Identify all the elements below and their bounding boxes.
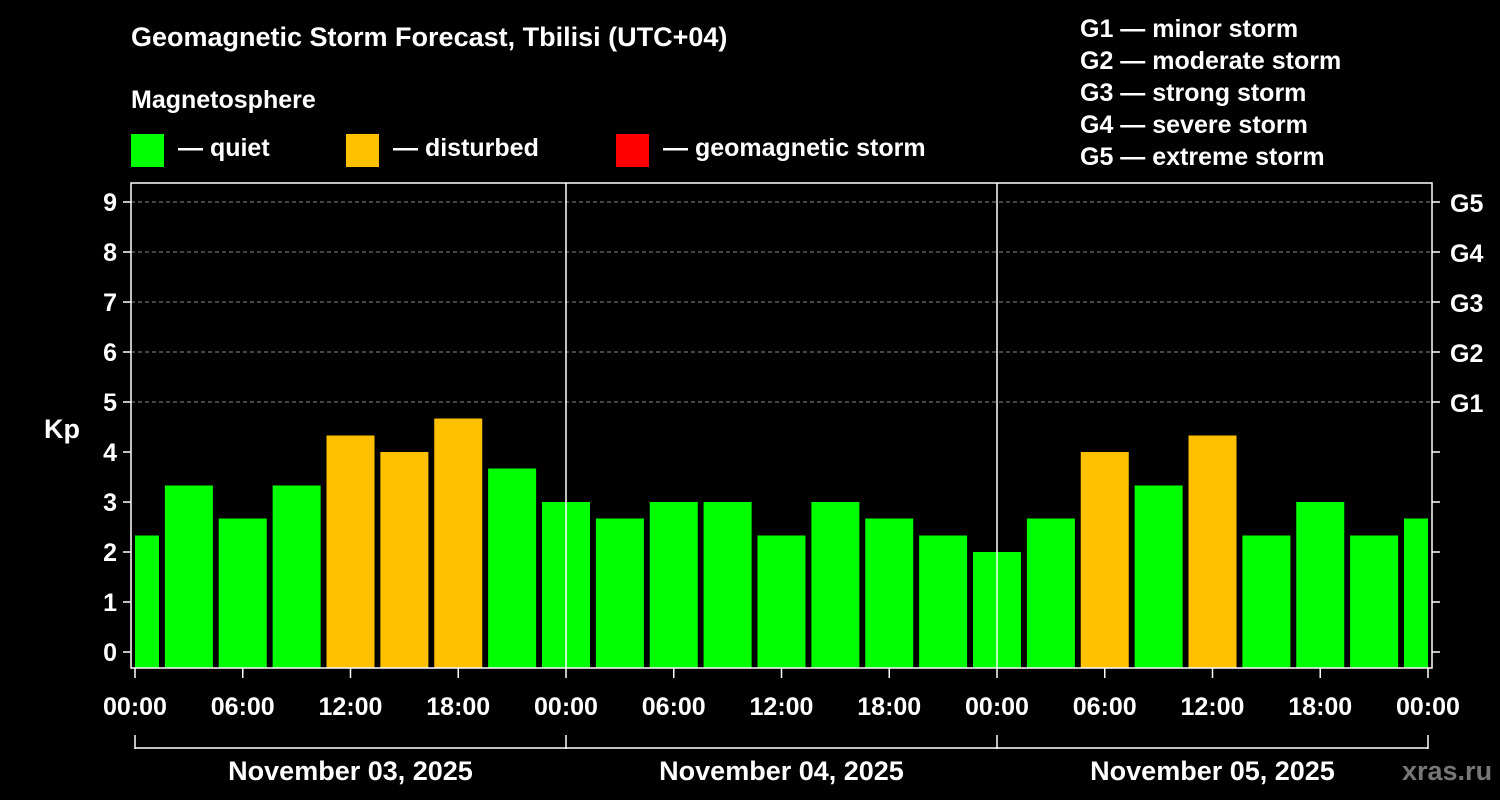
kp-bar [1242, 535, 1291, 668]
x-tick-label: 12:00 [750, 693, 814, 721]
y-tick-label: 3 [103, 489, 117, 517]
storm-level-g4: G4 — severe storm [1080, 111, 1308, 139]
legend-label-disturbed: — disturbed [393, 134, 539, 162]
kp-bar [380, 452, 429, 668]
x-tick-label: 00:00 [534, 693, 598, 721]
y-tick-label: 6 [103, 339, 117, 367]
kp-bar [757, 535, 806, 668]
y-axis-label: Kp [44, 414, 80, 444]
kp-bar [649, 502, 698, 668]
y-tick-label: 9 [103, 189, 117, 217]
storm-level-g1: G1 — minor storm [1080, 15, 1299, 43]
kp-bar [488, 468, 537, 668]
storm-level-tick-label: G3 [1450, 290, 1483, 318]
storm-level-tick-label: G1 [1450, 390, 1483, 418]
kp-bar [919, 535, 968, 668]
x-tick-label: 00:00 [103, 693, 167, 721]
day-label: November 04, 2025 [659, 756, 904, 786]
x-tick-label: 06:00 [1073, 693, 1137, 721]
kp-bar [703, 502, 752, 668]
y-tick-label: 2 [103, 539, 117, 567]
y-tick-label: 4 [103, 439, 117, 467]
kp-bar [1026, 518, 1075, 668]
kp-bar [218, 518, 267, 668]
legend-swatch-storm [616, 134, 649, 167]
x-tick-label: 18:00 [426, 693, 490, 721]
y-tick-label: 1 [103, 589, 117, 617]
kp-bar [865, 518, 914, 668]
x-tick-label: 18:00 [1288, 693, 1352, 721]
day-label: November 05, 2025 [1090, 756, 1335, 786]
y-tick-label: 0 [103, 639, 117, 667]
x-tick-label: 00:00 [1396, 693, 1460, 721]
day-label: November 03, 2025 [228, 756, 473, 786]
y-tick-label: 8 [103, 239, 117, 267]
kp-bar [164, 485, 213, 668]
legend-swatch-quiet [131, 134, 164, 167]
kp-bar [1080, 452, 1129, 668]
kp-bar [1404, 518, 1428, 668]
storm-level-tick-label: G5 [1450, 190, 1483, 218]
chart-subtitle: Magnetosphere [131, 86, 316, 114]
x-tick-label: 00:00 [965, 693, 1029, 721]
kp-bar [1350, 535, 1399, 668]
legend-label-storm: — geomagnetic storm [663, 134, 926, 162]
y-tick-label: 5 [103, 389, 117, 417]
watermark: xras.ru [1402, 756, 1493, 786]
kp-bar [595, 518, 644, 668]
storm-level-tick-label: G2 [1450, 340, 1483, 368]
kp-bar [272, 485, 321, 668]
chart-title: Geomagnetic Storm Forecast, Tbilisi (UTC… [131, 22, 728, 52]
x-tick-label: 12:00 [1181, 693, 1245, 721]
x-tick-label: 18:00 [857, 693, 921, 721]
storm-level-tick-label: G4 [1450, 240, 1483, 268]
storm-level-g2: G2 — moderate storm [1080, 47, 1342, 75]
legend-swatch-disturbed [346, 134, 379, 167]
x-tick-label: 12:00 [319, 693, 383, 721]
kp-bar [1134, 485, 1183, 668]
kp-bar [811, 502, 860, 668]
kp-bar [326, 435, 375, 668]
kp-bar [1296, 502, 1345, 668]
kp-bar [434, 418, 483, 668]
legend-label-quiet: — quiet [178, 134, 270, 162]
kp-bar [135, 535, 159, 668]
kp-bar [1188, 435, 1237, 668]
x-tick-label: 06:00 [211, 693, 275, 721]
storm-level-g3: G3 — strong storm [1080, 79, 1307, 107]
x-tick-label: 06:00 [642, 693, 706, 721]
storm-level-g5: G5 — extreme storm [1080, 143, 1325, 171]
y-tick-label: 7 [103, 289, 117, 317]
